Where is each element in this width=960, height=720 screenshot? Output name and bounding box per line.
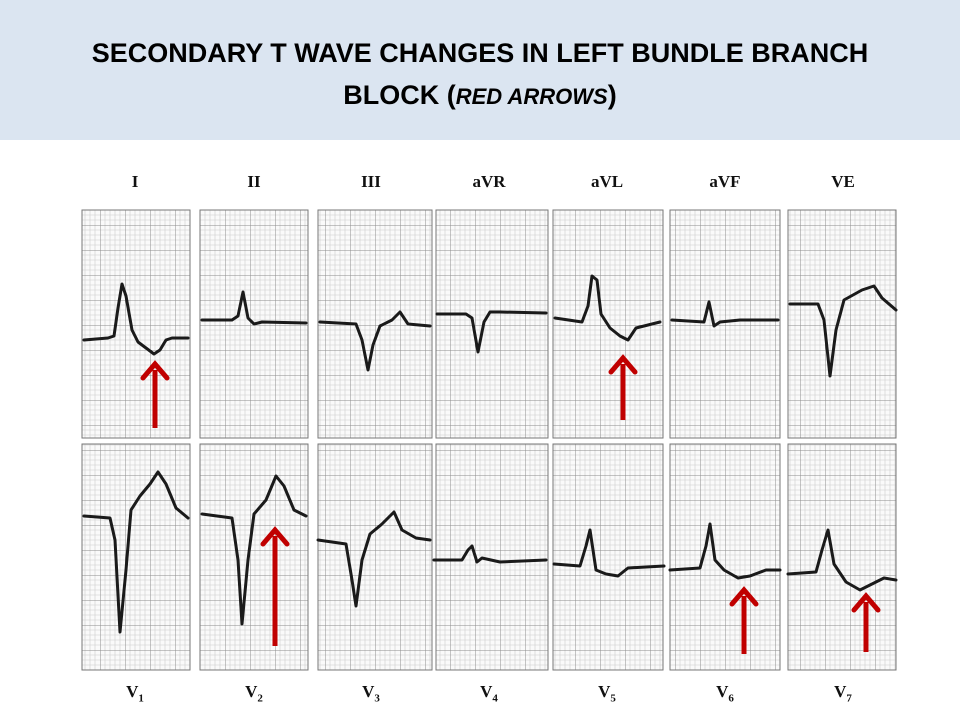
title-line-2-italic: RED ARROWS (455, 84, 608, 109)
grid-lines-V4 (435, 443, 549, 671)
lead-label-aVR: aVR (472, 172, 506, 191)
lead-label-V4: V4 (480, 682, 498, 705)
slide-title: SECONDARY T WAVE CHANGES IN LEFT BUNDLE … (0, 32, 960, 118)
trace-V7 (786, 528, 898, 592)
grid-lines-V1 (81, 443, 191, 671)
trace-II (200, 290, 308, 326)
trace-V6 (668, 522, 782, 580)
trace-V1 (82, 470, 190, 634)
trace-I (82, 282, 190, 356)
grid-lines-V2 (199, 443, 309, 671)
red-arrow-V2 (260, 526, 290, 646)
red-arrow-I (140, 360, 170, 428)
title-bar (0, 0, 960, 140)
lead-label-V5: V5 (598, 682, 616, 705)
lead-label-V7: V7 (834, 682, 852, 705)
trace-aVR (435, 310, 548, 354)
trace-V3 (316, 510, 432, 608)
title-line-2-start: BLOCK ( (343, 80, 456, 110)
trace-V2 (200, 474, 308, 626)
grid-lines-V7 (787, 443, 897, 671)
grid-lines-aVF (669, 209, 781, 439)
trace-III (318, 310, 432, 372)
grid-lines-aVR (435, 209, 549, 439)
trace-V5 (552, 528, 666, 578)
red-arrow-V6 (729, 586, 759, 654)
trace-aVF (670, 300, 780, 328)
lead-label-VE: VE (831, 172, 855, 191)
lead-label-V1: V1 (126, 682, 144, 705)
lead-label-III: III (361, 172, 381, 191)
trace-V4 (432, 544, 548, 564)
grid-lines-V6 (669, 443, 781, 671)
trace-aVL (553, 274, 662, 342)
red-arrow-aVL (608, 354, 638, 420)
grid-lines-I (81, 209, 191, 439)
lead-label-II: II (247, 172, 261, 191)
lead-label-V6: V6 (716, 682, 734, 705)
title-line-1: SECONDARY T WAVE CHANGES IN LEFT BUNDLE … (91, 38, 869, 68)
lead-label-V2: V2 (245, 682, 263, 705)
grid-lines-VE (787, 209, 897, 439)
grid-lines-V3 (317, 443, 433, 671)
lead-label-V3: V3 (362, 682, 380, 705)
lead-label-I: I (131, 172, 139, 191)
grid-lines-V5 (552, 443, 664, 671)
lead-label-aVL: aVL (590, 172, 624, 191)
red-arrow-V7 (851, 592, 881, 652)
title-line-2: BLOCK (RED ARROWS) (0, 74, 960, 118)
trace-VE (788, 284, 898, 378)
title-line-2-end: ) (607, 80, 617, 110)
lead-label-aVF: aVF (709, 172, 741, 191)
